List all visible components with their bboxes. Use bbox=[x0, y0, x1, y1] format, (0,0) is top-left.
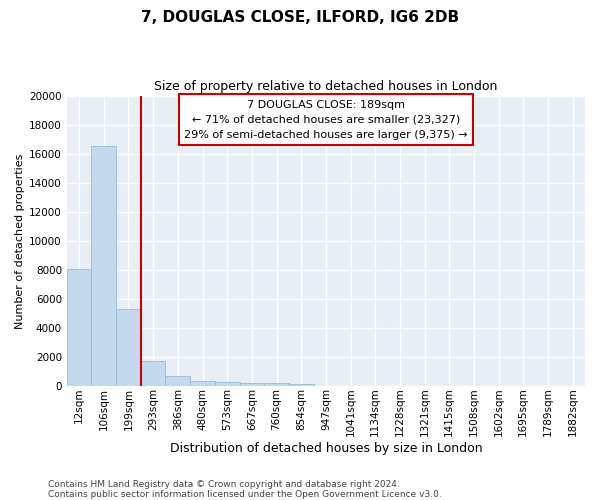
Text: Contains public sector information licensed under the Open Government Licence v3: Contains public sector information licen… bbox=[48, 490, 442, 499]
Bar bbox=[141, 361, 166, 386]
Bar bbox=[215, 382, 239, 386]
Y-axis label: Number of detached properties: Number of detached properties bbox=[15, 153, 25, 328]
Bar bbox=[190, 381, 215, 386]
Bar bbox=[67, 268, 91, 386]
Bar bbox=[264, 384, 289, 386]
Bar bbox=[166, 376, 190, 386]
Text: 7, DOUGLAS CLOSE, ILFORD, IG6 2DB: 7, DOUGLAS CLOSE, ILFORD, IG6 2DB bbox=[141, 10, 459, 25]
Bar bbox=[289, 384, 314, 386]
Bar bbox=[116, 310, 141, 386]
Bar bbox=[239, 383, 264, 386]
Title: Size of property relative to detached houses in London: Size of property relative to detached ho… bbox=[154, 80, 497, 93]
X-axis label: Distribution of detached houses by size in London: Distribution of detached houses by size … bbox=[170, 442, 482, 455]
Bar bbox=[91, 146, 116, 386]
Text: Contains HM Land Registry data © Crown copyright and database right 2024.: Contains HM Land Registry data © Crown c… bbox=[48, 480, 400, 489]
Text: 7 DOUGLAS CLOSE: 189sqm
← 71% of detached houses are smaller (23,327)
29% of sem: 7 DOUGLAS CLOSE: 189sqm ← 71% of detache… bbox=[184, 100, 468, 140]
